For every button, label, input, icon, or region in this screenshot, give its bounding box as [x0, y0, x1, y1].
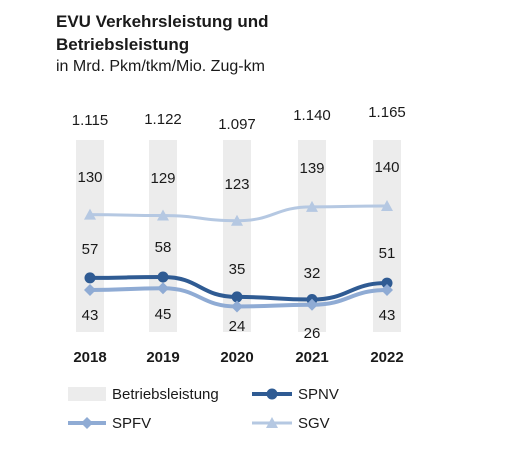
total-label-2018: 1.115: [72, 112, 108, 129]
x-tick-label-2021: 2021: [295, 349, 328, 366]
legend-marker-spfv: [81, 417, 93, 429]
marker-spfv-2020: [231, 300, 243, 313]
marker-spfv-2021: [306, 298, 318, 311]
total-label-2020: 1.097: [218, 116, 256, 133]
value-label-sgv-2021: 139: [299, 160, 324, 177]
value-label-spnv-2020: 35: [229, 261, 246, 278]
value-label-sgv-2022: 140: [374, 159, 399, 176]
marker-sgv-2019: [157, 209, 169, 221]
value-label-spnv-2019: 58: [155, 239, 172, 256]
x-tick-label-2019: 2019: [146, 349, 179, 366]
total-label-2022: 1.165: [368, 104, 406, 121]
value-label-spfv-2019: 45: [155, 306, 172, 323]
marker-spnv-2022: [381, 277, 393, 289]
marker-spnv-2019: [157, 271, 169, 283]
betriebsleistung-bar-2022: [373, 140, 401, 332]
marker-sgv-2022: [381, 199, 393, 211]
x-tick-label-2020: 2020: [220, 349, 253, 366]
total-label-2021: 1.140: [293, 107, 331, 124]
chart-title-line-2: Betriebsleistung: [56, 35, 190, 54]
chart-title-block: EVU Verkehrsleistung und Betriebsleistun…: [56, 10, 269, 78]
marker-spnv-2020: [231, 291, 243, 303]
x-tick-label-2022: 2022: [370, 349, 403, 366]
totals-layer: 1.115 1.122 1.097 1.140 1.165: [72, 104, 406, 133]
legend-label-spfv: SPFV: [112, 415, 151, 432]
value-label-spfv-2020: 24: [229, 318, 246, 335]
marker-spfv-2022: [381, 284, 393, 296]
total-label-2019: 1.122: [144, 111, 182, 128]
marker-spfv-2018: [84, 284, 96, 296]
legend-label-spnv: SPNV: [298, 386, 339, 403]
betriebsleistung-bar-2018: [76, 140, 104, 332]
value-labels-layer: 130 129 123 139 140 57 58 35 32 51 43 45 24 26 43: [77, 159, 399, 342]
x-tick-label-2018: 2018: [73, 349, 106, 366]
marker-sgv-2021: [306, 200, 318, 212]
value-label-spnv-2018: 57: [82, 241, 99, 258]
chart-title-line-1: EVU Verkehrsleistung und: [56, 12, 269, 31]
legend-label-sgv: SGV: [298, 415, 330, 432]
legend: Betriebsleistung SPNV SPFV SGV: [68, 386, 339, 432]
lines-layer: [84, 199, 393, 313]
value-label-spfv-2018: 43: [82, 307, 99, 324]
marker-spnv-2018: [84, 272, 96, 284]
value-label-spnv-2021: 32: [304, 265, 321, 282]
value-label-sgv-2019: 129: [150, 170, 175, 187]
marker-sgv-2018: [84, 208, 96, 220]
legend-marker-spnv: [266, 388, 278, 400]
legend-label-betriebsleistung: Betriebsleistung: [112, 386, 219, 403]
marker-spfv-2019: [157, 282, 169, 295]
marker-sgv-2020: [231, 214, 243, 226]
value-label-sgv-2020: 123: [224, 176, 249, 193]
x-axis-labels: 2018 2019 2020 2021 2022: [73, 349, 403, 366]
value-label-spfv-2022: 43: [379, 307, 396, 324]
legend-marker-sgv: [266, 417, 278, 428]
chart-subtitle: in Mrd. Pkm/tkm/Mio. Zug-km: [56, 58, 265, 75]
legend-swatch-betriebsleistung: [68, 387, 106, 401]
betriebsleistung-bar-2019: [149, 140, 177, 332]
value-label-spfv-2021: 26: [304, 325, 321, 342]
value-label-sgv-2018: 130: [77, 169, 102, 186]
value-label-spnv-2022: 51: [379, 245, 396, 262]
